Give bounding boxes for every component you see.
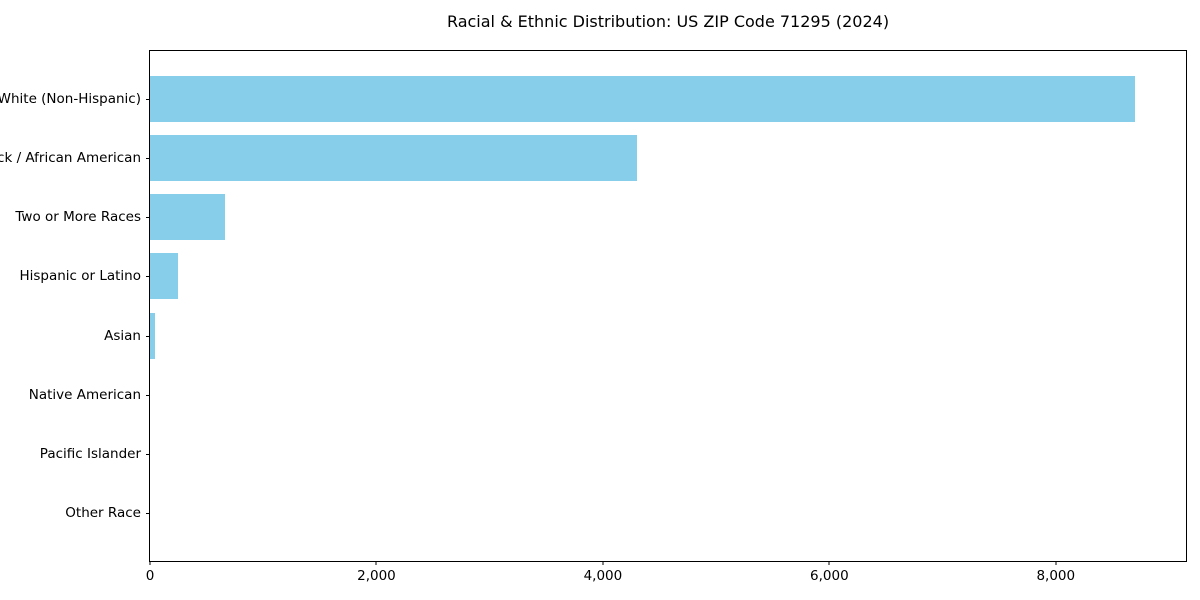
y-axis-label: Other Race: [65, 505, 141, 522]
y-tick: [146, 157, 150, 159]
y-axis-label: Native American: [28, 386, 141, 403]
x-tick: [1055, 561, 1057, 565]
bar-row: Other Race: [65, 484, 1186, 543]
y-axis-label: Pacific Islander: [39, 446, 141, 463]
bar: [150, 312, 156, 359]
y-tick: [146, 335, 150, 337]
chart-title: Racial & Ethnic Distribution: US ZIP Cod…: [446, 12, 890, 31]
bar-row: Asian: [104, 306, 1186, 365]
x-tick: [149, 561, 151, 565]
bar: [150, 134, 637, 181]
x-tick-label: 2,000: [357, 568, 396, 584]
bar: [150, 75, 1136, 122]
y-tick: [146, 98, 150, 100]
bar-row: Native American: [29, 365, 1186, 424]
x-tick-label: 0: [145, 568, 155, 584]
y-tick: [146, 276, 150, 278]
y-tick: [146, 513, 150, 515]
x-tick-label: 6,000: [810, 568, 849, 584]
y-tick: [146, 454, 150, 456]
y-axis-label: Hispanic or Latino: [19, 268, 141, 285]
plot-area: White (Non-Hispanic) Black / African Amer…: [0, 50, 1187, 584]
x-tick-label: 8,000: [1036, 568, 1076, 584]
x-tick-label: 4,000: [583, 568, 623, 584]
y-axis-label: Black / African American: [0, 149, 141, 166]
y-axis-label: Two or More Races: [15, 209, 141, 226]
y-tick: [146, 394, 150, 396]
y-axis-label: Asian: [104, 327, 141, 344]
y-tick: [146, 217, 150, 219]
x-tick: [828, 561, 830, 565]
bar: [150, 253, 178, 300]
x-tick: [602, 561, 604, 565]
bar-row: Hispanic or Latino: [19, 247, 1186, 306]
bar-row: White (Non-Hispanic): [0, 69, 1186, 128]
x-tick: [375, 561, 377, 565]
y-axis-label: White (Non-Hispanic): [0, 90, 141, 107]
bar-row: Black / African American: [0, 128, 1186, 187]
bar-row: Two or More Races: [15, 188, 1186, 247]
bar: [150, 194, 226, 241]
bar-row: Pacific Islander: [40, 425, 1186, 484]
